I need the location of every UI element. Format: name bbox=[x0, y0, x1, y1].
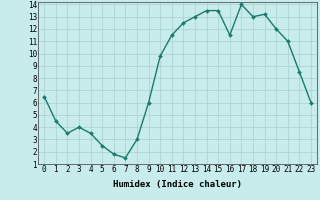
X-axis label: Humidex (Indice chaleur): Humidex (Indice chaleur) bbox=[113, 180, 242, 189]
